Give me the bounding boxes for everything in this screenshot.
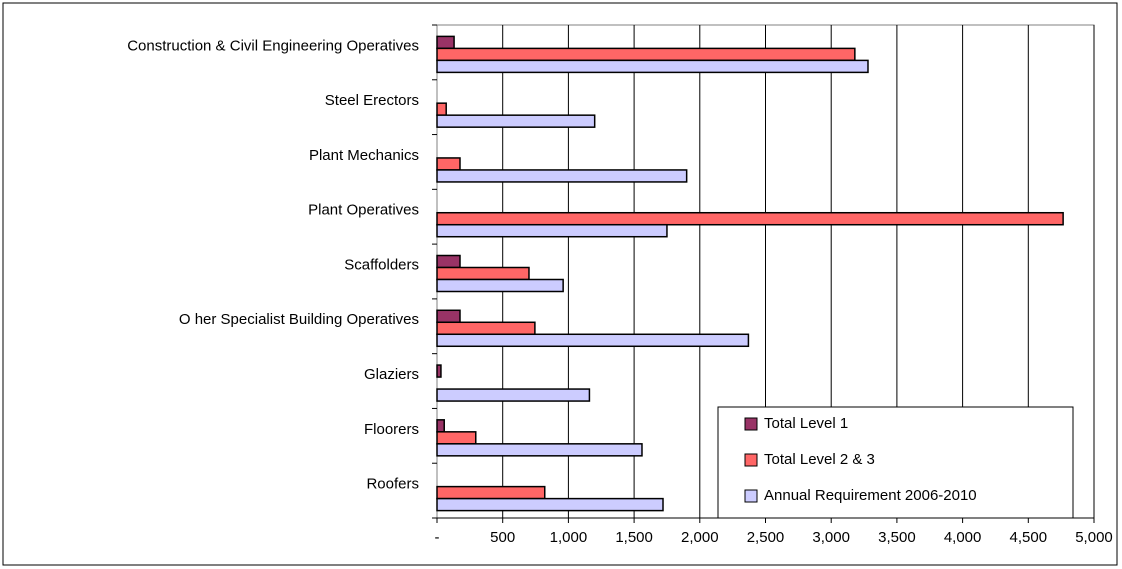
bar: [436, 278, 564, 293]
y-tick-label: Roofers: [366, 476, 419, 493]
bar: [436, 211, 1064, 226]
bar: [436, 388, 591, 402]
x-tick-label: 4,500: [1010, 529, 1048, 546]
x-tick-label: -: [435, 529, 440, 546]
y-tick-label: O her Specialist Building Operatives: [179, 311, 419, 328]
bar: [436, 114, 596, 128]
legend-label: Total Level 2 & 3: [764, 451, 875, 468]
bar: [436, 102, 447, 116]
y-tick-label: Plant Mechanics: [309, 147, 419, 164]
bar: [436, 223, 668, 238]
y-tick-label: Plant Operatives: [308, 202, 419, 219]
x-tick-label: 2,500: [747, 529, 785, 546]
bar: [436, 169, 688, 183]
bar: [436, 419, 445, 433]
legend-label: Total Level 1: [764, 415, 848, 432]
bar: [436, 485, 546, 500]
x-tick-label: 1,000: [550, 529, 588, 546]
bar: [436, 35, 455, 50]
x-tick-label: 3,000: [812, 529, 850, 546]
x-tick-label: 2,000: [681, 529, 719, 546]
x-tick-label: 3,500: [878, 529, 916, 546]
legend-label: Annual Requirement 2006-2010: [764, 487, 977, 504]
x-tick-label: 1,500: [615, 529, 653, 546]
bar: [436, 431, 477, 445]
y-tick-label: Steel Erectors: [325, 92, 419, 109]
x-tick-label: 5,000: [1075, 529, 1113, 546]
bar: [436, 443, 643, 457]
legend-swatch: [744, 417, 758, 431]
bar: [436, 321, 536, 336]
bar: [436, 497, 664, 512]
bar: [436, 266, 530, 281]
legend-box: [717, 406, 1074, 519]
legend-swatch: [744, 489, 758, 503]
bar: [436, 157, 461, 171]
bar: [436, 333, 750, 348]
bar: [436, 309, 461, 324]
legend-swatch: [744, 453, 758, 467]
x-tick-label: 4,000: [944, 529, 982, 546]
y-tick-label: Glaziers: [364, 366, 419, 383]
y-tick-label: Floorers: [364, 421, 419, 438]
y-tick-label: Scaffolders: [344, 256, 419, 273]
x-tick-label: 500: [490, 529, 515, 546]
bar: [436, 47, 856, 62]
y-tick-label: Construction & Civil Engineering Operati…: [127, 37, 419, 54]
bar: [436, 59, 869, 74]
bar: [436, 364, 442, 378]
bar: [436, 254, 461, 269]
